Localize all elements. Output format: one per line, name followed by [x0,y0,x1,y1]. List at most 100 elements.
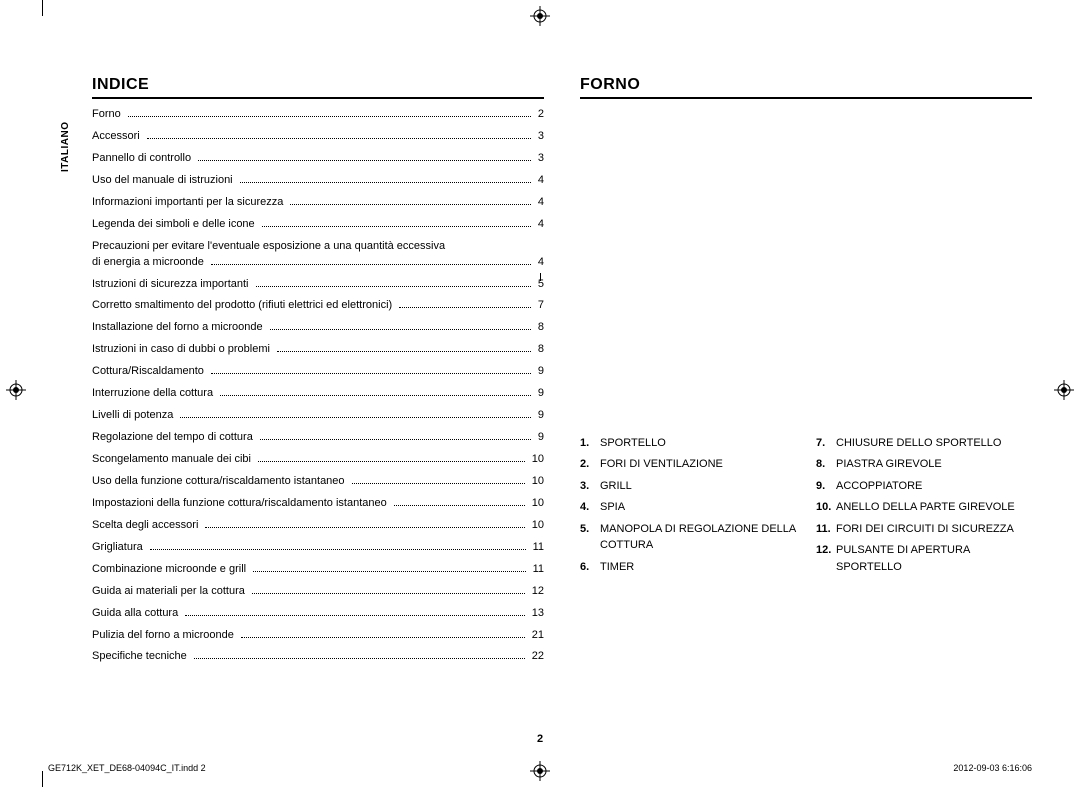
part-item: 7.CHIUSURE DELLO SPORTELLO [816,435,1032,452]
toc-label: Grigliatura [92,540,147,556]
toc-page: 22 [528,649,544,665]
toc-page: 9 [534,364,544,380]
part-number: 4. [580,499,600,516]
toc-row: Specifiche tecniche 22 [92,649,544,665]
left-column: INDICE Forno2Accessori3Pannello di contr… [92,76,544,743]
toc-page: 4 [534,195,544,211]
toc-label: Pannello di controllo [92,151,195,167]
part-number: 12. [816,542,836,575]
table-of-contents: Forno2 Accessori 3 Pannello di controllo 3 Us… [92,107,544,665]
part-number: 8. [816,456,836,473]
part-item: 9.ACCOPPIATORE [816,478,1032,495]
toc-label: Forno [92,107,125,123]
toc-label: Corretto smaltimento del prodotto (rifiu… [92,298,396,314]
toc-page: 8 [534,320,544,336]
part-item: 5.MANOPOLA DI REGOLAZIONE DELLA COTTURA [580,521,796,554]
toc-page: 4 [534,173,544,189]
toc-page: 8 [534,342,544,358]
crop-mark-icon [42,771,43,787]
toc-row: Cottura/Riscaldamento 9 [92,364,544,380]
toc-row: Grigliatura 11 [92,540,544,556]
part-number: 2. [580,456,600,473]
toc-page: 13 [528,606,544,622]
toc-label: Livelli di potenza [92,408,177,424]
toc-row: Installazione del forno a microonde8 [92,320,544,336]
part-item: 11.FORI DEI CIRCUITI DI SICUREZZA [816,521,1032,538]
toc-row: Pannello di controllo 3 [92,151,544,167]
footer-filename: GE712K_XET_DE68-04094C_IT.indd 2 [48,763,206,773]
toc-label: Guida ai materiali per la cottura [92,584,249,600]
toc-row: Informazioni importanti per la sicurezza… [92,195,544,211]
part-number: 3. [580,478,600,495]
toc-page: 12 [528,584,544,600]
toc-page: 3 [534,129,544,145]
part-item: 3.GRILL [580,478,796,495]
toc-label: Accessori [92,129,144,145]
toc-page: 9 [534,386,544,402]
toc-label: Cottura/Riscaldamento [92,364,208,380]
toc-page: 21 [528,628,544,644]
toc-page: 9 [534,408,544,424]
part-number: 10. [816,499,836,516]
toc-label: Guida alla cottura [92,606,182,622]
part-item: 10.ANELLO DELLA PARTE GIREVOLE [816,499,1032,516]
part-item: 8.PIASTRA GIREVOLE [816,456,1032,473]
part-item: 4.SPIA [580,499,796,516]
toc-row: Istruzioni di sicurezza importanti 5 [92,277,544,293]
toc-label: Regolazione del tempo di cottura [92,430,257,446]
toc-row: Guida alla cottura 13 [92,606,544,622]
part-label: ACCOPPIATORE [836,478,922,495]
part-label: PIASTRA GIREVOLE [836,456,942,473]
toc-row: Uso della funzione cottura/riscaldamento… [92,474,544,490]
language-tab: ITALIANO [58,116,73,178]
part-label: MANOPOLA DI REGOLAZIONE DELLA COTTURA [600,521,796,554]
toc-page: 5 [534,277,544,293]
part-number: 5. [580,521,600,554]
manual-page: ITALIANO INDICE Forno2Accessori3Pannello… [0,0,1080,787]
registration-mark-icon [530,6,550,26]
part-label: CHIUSURE DELLO SPORTELLO [836,435,1001,452]
part-label: GRILL [600,478,632,495]
column-divider [540,273,541,281]
part-label: ANELLO DELLA PARTE GIREVOLE [836,499,1015,516]
toc-page: 3 [534,151,544,167]
toc-row: Interruzione della cottura9 [92,386,544,402]
toc-page: 7 [534,298,544,314]
toc-row: Accessori 3 [92,129,544,145]
toc-row: Pulizia del forno a microonde 21 [92,628,544,644]
toc-label: Impostazioni della funzione cottura/risc… [92,496,391,512]
toc-label: Scongelamento manuale dei cibi [92,452,255,468]
crop-mark-icon [42,0,43,16]
toc-label: Uso del manuale di istruzioni [92,173,237,189]
toc-row: Istruzioni in caso di dubbi o problemi8 [92,342,544,358]
toc-row: Precauzioni per evitare l'eventuale espo… [92,239,544,271]
toc-row: Regolazione del tempo di cottura 9 [92,430,544,446]
index-title: INDICE [92,76,544,99]
toc-row: Scongelamento manuale dei cibi 10 [92,452,544,468]
toc-page: 10 [528,452,544,468]
part-item: 12.PULSANTE DI APERTURA SPORTELLO [816,542,1032,575]
toc-label: Legenda dei simboli e delle icone [92,217,259,233]
page-number: 2 [537,733,543,745]
toc-row: Forno2 [92,107,544,123]
toc-page: 9 [534,430,544,446]
part-label: SPORTELLO [600,435,666,452]
toc-row: Scelta degli accessori10 [92,518,544,534]
toc-label: Combinazione microonde e grill [92,562,250,578]
toc-label: di energia a microonde [92,255,208,271]
registration-mark-icon [1054,380,1074,400]
toc-page: 10 [528,518,544,534]
toc-page: 11 [529,540,544,556]
toc-row: Livelli di potenza 9 [92,408,544,424]
part-label: FORI DEI CIRCUITI DI SICUREZZA [836,521,1014,538]
toc-page: 10 [528,496,544,512]
part-label: PULSANTE DI APERTURA SPORTELLO [836,542,1032,575]
toc-label: Specifiche tecniche [92,649,191,665]
toc-label: Pulizia del forno a microonde [92,628,238,644]
toc-label: Istruzioni di sicurezza importanti [92,277,253,293]
forno-title: FORNO [580,76,1032,99]
toc-row: Combinazione microonde e grill 11 [92,562,544,578]
toc-page: 4 [534,217,544,233]
toc-page: 11 [529,562,544,578]
part-item: 6.TIMER [580,559,796,576]
